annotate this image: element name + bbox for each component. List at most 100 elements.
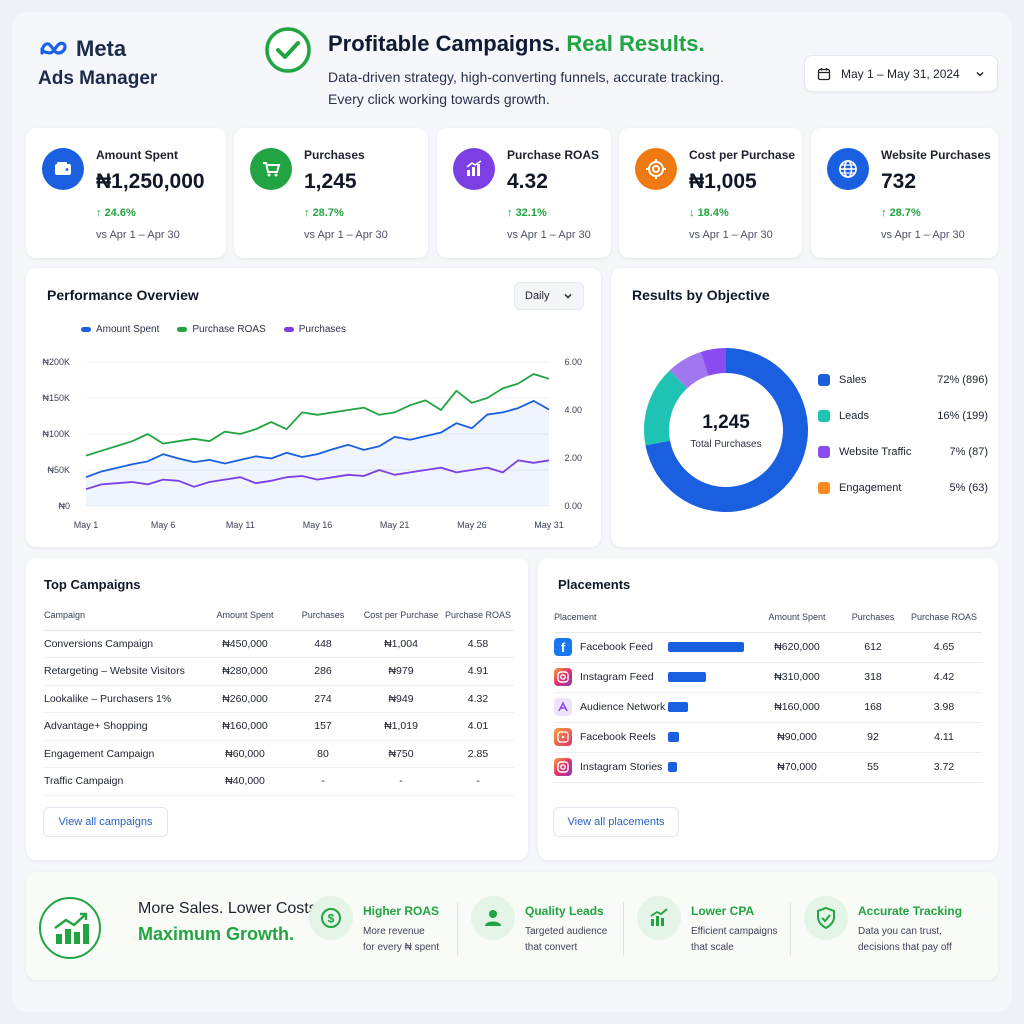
table-row[interactable]: Instagram Feed ₦310,000 318 4.42 [554,662,982,693]
legend-item-leads[interactable]: Leads 16% (199) [818,398,988,434]
table-cell: ₦620,000 [754,632,840,663]
instagram-icon [554,668,572,686]
kpi-value: 732 [881,170,917,193]
table-row[interactable]: Lookalike – Purchasers 1% ₦260,000 274 ₦949… [44,685,514,713]
shield-check-icon [804,896,848,940]
placements-table: Placement Amount Spent Purchases Purchase R… [554,602,982,783]
table-row[interactable]: Engagement Campaign ₦60,000 80 ₦750 2.85 [44,740,514,768]
table-cell: ₦160,000 [204,712,286,741]
table-cell: 55 [840,752,906,783]
table-row[interactable]: Traffic Campaign ₦40,000- - - [44,767,514,796]
table-row[interactable]: f Facebook Feed ₦620,000 612 4.65 [554,632,982,663]
feature-line-1: Efficient campaigns [691,926,778,937]
legend-label: Sales [839,374,867,386]
feature-description: Targeted audience that convert [525,924,635,956]
placement-name: Facebook Reels [580,731,656,743]
column-header[interactable]: Amount Spent [754,602,840,633]
results-donut-chart: 1,245 Total Purchases [644,348,808,512]
performance-title: Performance Overview [47,287,199,303]
table-row[interactable]: Facebook Reels ₦90,000 92 4.11 [554,722,982,753]
column-header[interactable]: Purchases [286,600,360,631]
kpi-label: Purchases [304,148,365,162]
donut-slice-sales[interactable] [645,348,808,512]
legend-item-website-traffic[interactable]: Website Traffic 7% (87) [818,434,988,470]
table-cell: - [360,767,442,796]
campaigns-title: Top Campaigns [44,577,141,592]
cart-icon [250,148,292,190]
kpi-value: ₦1,250,000 [96,170,205,193]
facebook-icon: f [554,638,572,656]
x-tick: May 1 [74,520,99,530]
kpi-card-amount-spent[interactable]: Amount Spent ₦1,250,000 ↑ 24.6% vs Apr 1 – … [26,128,226,258]
kpi-change-value: 32.1% [515,207,547,219]
feature-divider [790,902,791,956]
placement-cell: Instagram Stories [554,752,754,783]
series-line-amount-spent[interactable] [85,399,550,479]
view-all-campaigns-button[interactable]: View all campaigns [43,807,168,837]
x-tick: May 11 [226,520,255,530]
table-row[interactable]: Retargeting – Website Visitors ₦280,000 28… [44,657,514,686]
column-header[interactable]: Amount Spent [204,600,286,631]
table-cell: ₦260,000 [204,685,286,713]
view-all-placements-button[interactable]: View all placements [553,807,679,837]
legend-swatch [818,374,830,386]
series-line-purchases[interactable] [85,459,550,491]
table-row[interactable]: Instagram Stories ₦70,000 55 3.72 [554,752,982,783]
table-cell: 157 [286,712,360,741]
column-header[interactable]: Campaign [44,600,204,631]
kpi-label: Cost per Purchase [689,148,796,162]
placement-cell: f Facebook Feed [554,632,754,663]
legend-label: Purchase ROAS [192,324,266,335]
x-tick: May 16 [303,520,333,530]
y-right-tick: 4.00 [564,405,582,415]
growth-chart-icon [39,897,101,959]
y-right-tick: 2.00 [564,453,582,463]
table-row[interactable]: Audience Network ₦160,000 168 3.98 [554,692,982,723]
kpi-card-purchase-roas[interactable]: Purchase ROAS 4.32 ↑ 32.1% vs Apr 1 – Apr 3… [437,128,611,258]
results-by-objective-card: Results by Objective 1,245 Total Purchase… [611,268,998,547]
feature-title: Lower CPA [691,904,755,918]
table-cell: 318 [840,662,906,693]
kpi-compare: vs Apr 1 – Apr 30 [689,229,773,241]
placement-name: Facebook Feed [580,641,653,653]
donut-slice-leads[interactable] [644,370,687,446]
user-icon [471,896,515,940]
legend-purchase-roas[interactable]: Purchase ROAS [177,324,266,335]
table-header-row: Placement Amount Spent Purchases Purchase R… [554,602,982,633]
table-cell: ₦90,000 [754,722,840,753]
granularity-select[interactable]: Daily [514,282,584,310]
placement-name: Audience Network [580,701,666,713]
table-row[interactable]: Conversions Campaign ₦450,000 448 ₦1,004 4.5… [44,630,514,658]
legend-label: Engagement [839,482,902,494]
donut-slice-engagement[interactable] [700,348,726,376]
legend-amount-spent[interactable]: Amount Spent [81,324,159,335]
column-header[interactable]: Purchase ROAS [906,602,982,633]
kpi-change: ↑ 24.6% [96,207,136,219]
column-header[interactable]: Cost per Purchase [360,600,442,631]
table-row[interactable]: Advantage+ Shopping ₦160,000 157 ₦1,019 4.01 [44,712,514,741]
kpi-compare: vs Apr 1 – Apr 30 [304,229,388,241]
kpi-card-website-purchases[interactable]: Website Purchases 732 ↑ 28.7% vs Apr 1 – Ap… [811,128,998,258]
legend-item-engagement[interactable]: Engagement 5% (63) [818,470,988,506]
column-header[interactable]: Purchases [840,602,906,633]
feature-line-2: that scale [691,942,734,953]
date-range-picker[interactable]: May 1 – May 31, 2024 [804,55,998,92]
feature-description: Data you can trust, decisions that pay of… [858,924,968,956]
kpi-card-purchases[interactable]: Purchases 1,245 ↑ 28.7% vs Apr 1 – Apr 30 [234,128,428,258]
feature-line-1: Targeted audience [525,926,608,937]
donut-slice-website-traffic[interactable] [669,352,709,389]
table-cell: 3.72 [906,752,982,783]
legend-item-sales[interactable]: Sales 72% (896) [818,362,988,398]
table-cell: ₦450,000 [204,630,286,658]
legend-purchases[interactable]: Purchases [283,324,346,335]
series-line-purchase-roas[interactable] [85,373,550,457]
column-header[interactable]: Purchase ROAS [442,600,514,631]
audience-network-icon [554,698,572,716]
table-cell: Engagement Campaign [44,740,204,768]
kpi-card-cost-per-purchase[interactable]: Cost per Purchase ₦1,005 ↓ 18.4% vs Apr 1 –… [619,128,802,258]
meta-logo[interactable]: Meta Ads Manager [38,36,157,90]
feature-divider [623,902,624,956]
kpi-change-value: 28.7% [312,207,344,219]
table-cell: 286 [286,657,360,686]
column-header[interactable]: Placement [554,602,754,633]
